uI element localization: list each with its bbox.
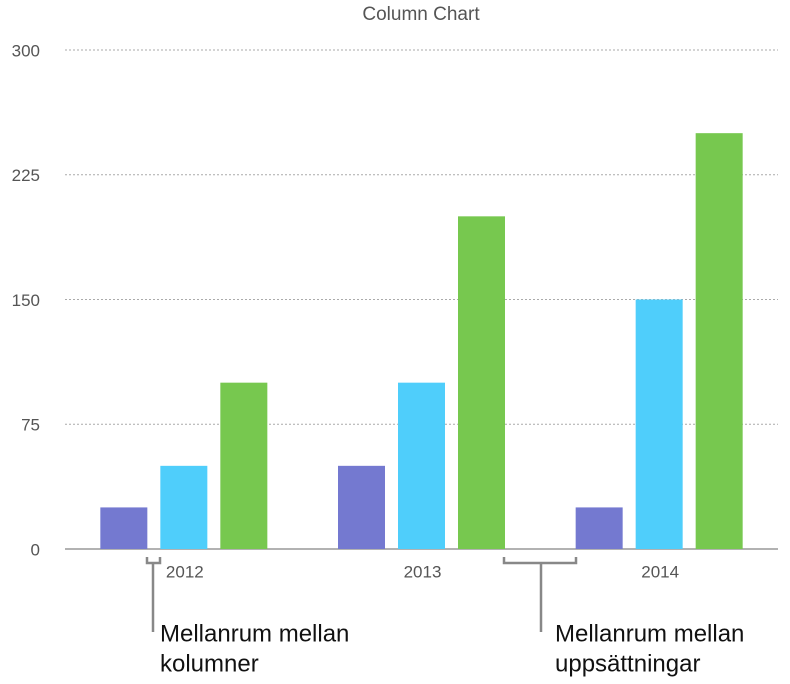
bar — [220, 382, 268, 549]
bar — [338, 465, 385, 549]
annotation: uppsättningar — [555, 650, 700, 677]
gap-bracket — [145, 557, 162, 632]
y-tick-label: 0 — [31, 540, 40, 559]
y-tick-label: 300 — [12, 41, 40, 60]
y-tick-label: 225 — [12, 166, 40, 185]
x-tick-label: 2013 — [404, 562, 442, 581]
y-tick-label: 75 — [21, 416, 40, 435]
x-tick-label: 2012 — [166, 562, 204, 581]
bar — [575, 507, 623, 549]
bar — [160, 465, 208, 549]
bar — [458, 216, 505, 550]
gap-bracket — [502, 557, 578, 632]
annotation: Mellanrum mellan — [555, 620, 744, 647]
chart-title: Column Chart — [362, 4, 480, 25]
x-tick-label: 2014 — [641, 562, 679, 581]
bar — [100, 507, 148, 549]
bar — [695, 133, 743, 549]
bar — [398, 382, 445, 549]
annotation: kolumner — [160, 650, 259, 677]
bar — [635, 299, 683, 549]
annotation: Mellanrum mellan — [160, 620, 349, 647]
y-tick-label: 150 — [12, 291, 40, 310]
